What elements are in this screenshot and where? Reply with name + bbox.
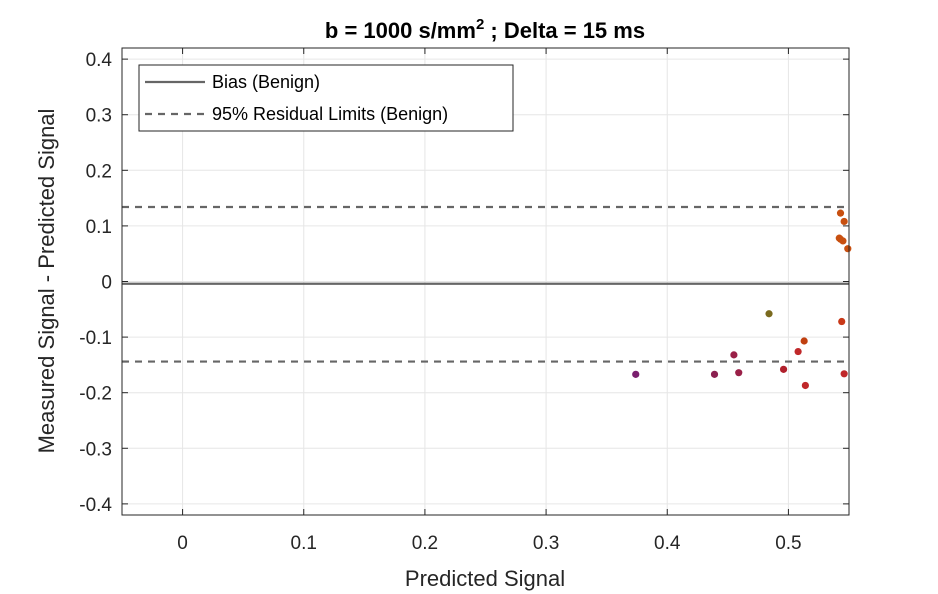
x-axis-label: Predicted Signal — [405, 566, 565, 591]
y-tick-label: -0.2 — [79, 384, 112, 405]
chart-title: b = 1000 s/mm2 ; Delta = 15 ms — [325, 16, 645, 43]
x-tick-label: 0 — [177, 533, 188, 554]
y-tick-label: -0.4 — [79, 495, 112, 516]
y-tick-label: -0.1 — [79, 328, 112, 349]
x-tick-label: 0.3 — [533, 533, 559, 554]
data-point — [840, 217, 848, 226]
data-point — [779, 365, 788, 373]
x-tick-label: 0.2 — [412, 533, 438, 554]
legend-box — [138, 64, 514, 132]
data-point — [730, 351, 738, 359]
y-axis-ticks: 0.4 0.3 0.2 0.1 0 -0.1 -0.2 -0.3 -0.4 — [79, 50, 849, 516]
y-tick-label: 0.2 — [86, 161, 112, 182]
data-point — [801, 381, 809, 390]
x-tick-label: 0.5 — [775, 533, 801, 554]
y-tick-label: -0.3 — [79, 439, 112, 460]
data-points — [632, 209, 852, 390]
data-point — [632, 370, 640, 378]
data-point — [735, 369, 743, 377]
x-tick-label: 0.4 — [654, 533, 681, 554]
legend: Bias (Benign) 95% Residual Limits (Benig… — [138, 64, 514, 132]
y-tick-label: 0.3 — [86, 106, 112, 127]
data-point — [710, 370, 719, 378]
chart-title-superscript: 2 — [476, 16, 484, 33]
y-tick-label: 0.4 — [86, 50, 113, 71]
y-axis-label: Measured Signal - Predicted Signal — [34, 109, 59, 454]
x-axis-ticks: 0 0.1 0.2 0.3 0.4 0.5 — [177, 48, 802, 554]
y-tick-label: 0.1 — [86, 217, 112, 238]
data-point — [838, 317, 846, 326]
legend-limits-label: 95% Residual Limits (Benign) — [212, 104, 448, 124]
data-point — [765, 310, 773, 318]
data-point — [840, 370, 848, 378]
data-point — [794, 347, 802, 356]
data-point — [836, 209, 845, 217]
y-tick-label: 0 — [101, 273, 112, 294]
legend-bias-label: Bias (Benign) — [212, 72, 320, 92]
data-point — [839, 237, 847, 245]
data-point — [800, 337, 808, 345]
data-point — [844, 245, 852, 253]
reference-lines — [122, 205, 849, 363]
x-tick-label: 0.1 — [291, 533, 317, 554]
